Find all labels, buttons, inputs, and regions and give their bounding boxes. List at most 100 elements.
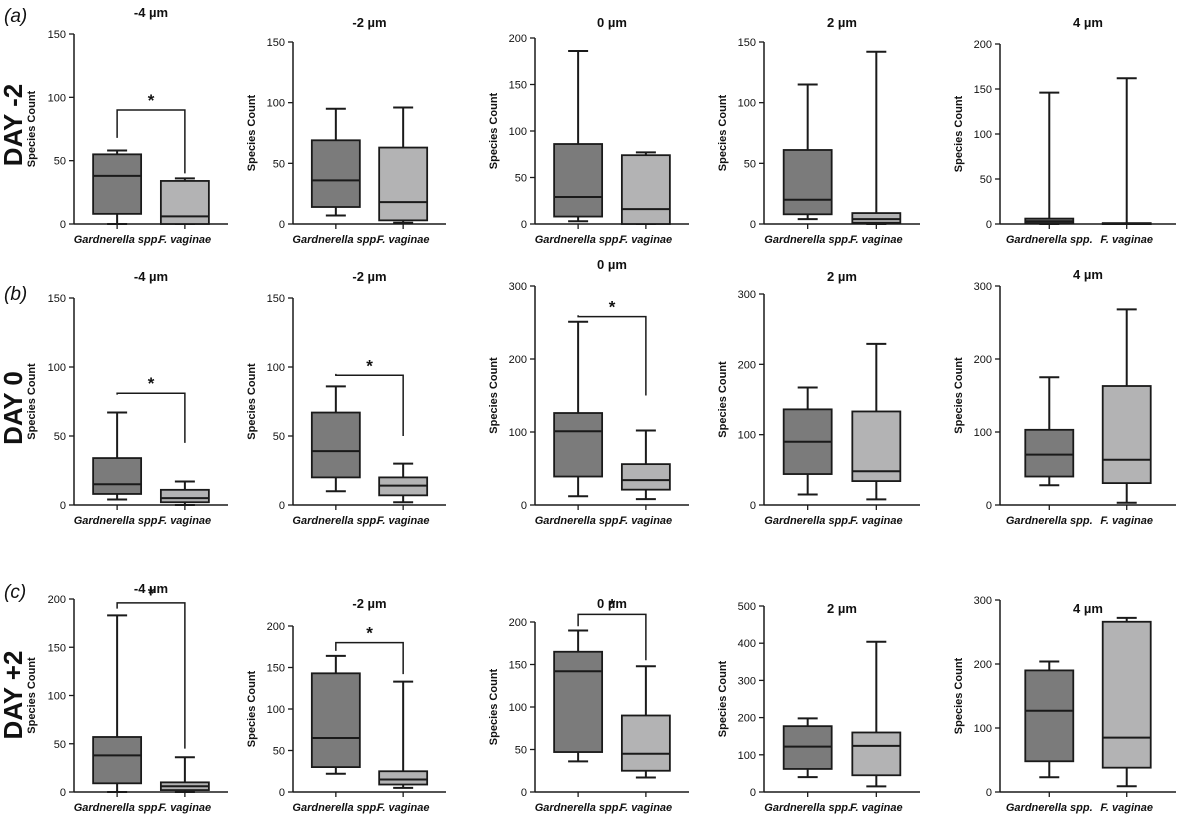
- y-tick-label: 100: [267, 98, 285, 110]
- box-gardnerella: [553, 629, 604, 763]
- iqr-box: [378, 146, 429, 222]
- y-tick-label: 150: [48, 642, 66, 654]
- chart-title: 4 µm: [1073, 601, 1103, 616]
- y-tick-label: 50: [515, 745, 527, 757]
- y-axis-label: Species Count: [26, 657, 38, 734]
- x-tick-label: F. vaginae: [620, 802, 673, 814]
- chart-panel-r0-c1: -2 µm 0 50 100 150 Species Count Gardnerella s…: [246, 15, 446, 246]
- y-tick-label: 50: [744, 158, 756, 170]
- y-tick-label: 100: [509, 126, 527, 138]
- box-fvaginae: [1101, 616, 1152, 788]
- chart-panel-r1-c4: 4 µm 0 100 200 300 Species Count Gardnerella s…: [953, 267, 1176, 527]
- chart-panel-r2-c4: 4 µm 0 100 200 300 Species Count Gardnerella s…: [953, 595, 1176, 814]
- iqr-box: [851, 410, 902, 482]
- significance-star: *: [148, 584, 155, 603]
- day-label-row-b: DAY 0: [0, 371, 28, 445]
- y-tick-label: 400: [738, 638, 756, 650]
- x-tick-label: Gardnerella spp.: [292, 234, 379, 246]
- iqr-box: [159, 488, 210, 504]
- x-tick-label: Gardnerella spp.: [764, 802, 851, 814]
- y-axis-label: Species Count: [246, 670, 258, 747]
- x-tick-label: F. vaginae: [1100, 802, 1153, 814]
- y-tick-label: 200: [509, 33, 527, 45]
- x-tick-label: F. vaginae: [850, 802, 903, 814]
- y-tick-label: 0: [750, 500, 756, 512]
- y-tick-label: 100: [974, 129, 992, 141]
- bracket-line: [577, 315, 647, 396]
- significance-star: *: [609, 595, 616, 614]
- y-tick-label: 100: [738, 750, 756, 762]
- box-fvaginae: [851, 640, 902, 788]
- svg-text:(a): (a): [4, 6, 27, 27]
- box-gardnerella: [1024, 660, 1075, 779]
- box-gardnerella: [92, 149, 143, 225]
- box-gardnerella: [310, 654, 361, 775]
- iqr-box: [159, 180, 210, 225]
- iqr-box: [620, 154, 671, 225]
- box-fvaginae: [1101, 77, 1152, 226]
- y-tick-label: 200: [974, 659, 992, 671]
- y-axis-label: Species Count: [26, 90, 38, 167]
- bracket-line: [116, 392, 186, 443]
- significance-bracket: *: [116, 91, 186, 174]
- box-gardnerella: [782, 83, 833, 221]
- box-fvaginae: [378, 462, 429, 504]
- y-tick-label: 0: [521, 500, 527, 512]
- chart-title: 0 µm: [597, 596, 627, 611]
- x-tick-label: F. vaginae: [159, 234, 212, 246]
- svg-text:(b): (b): [4, 284, 27, 305]
- significance-star: *: [148, 374, 155, 393]
- y-tick-label: 200: [509, 354, 527, 366]
- y-tick-label: 50: [273, 431, 285, 443]
- chart-panel-r2-c1: -2 µm 0 50 100 150 200 Species Count Gardnerell…: [246, 596, 446, 814]
- y-axis-label: Species Count: [26, 363, 38, 440]
- x-tick-label: F. vaginae: [377, 802, 430, 814]
- iqr-box: [553, 412, 604, 478]
- x-tick-label: F. vaginae: [1100, 515, 1153, 527]
- box-gardnerella: [1024, 91, 1075, 225]
- y-tick-label: 50: [54, 431, 66, 443]
- box-gardnerella: [553, 50, 604, 223]
- x-tick-label: Gardnerella spp.: [535, 234, 622, 246]
- significance-bracket: *: [335, 356, 404, 436]
- y-tick-label: 100: [48, 691, 66, 703]
- box-fvaginae: [159, 480, 210, 506]
- y-tick-label: 200: [974, 354, 992, 366]
- y-tick-label: 300: [738, 289, 756, 301]
- y-tick-label: 50: [273, 158, 285, 170]
- bracket-line: [577, 613, 647, 661]
- iqr-box: [1101, 620, 1152, 769]
- x-tick-label: Gardnerella spp.: [535, 802, 622, 814]
- y-axis-label: Species Count: [953, 357, 965, 434]
- y-tick-label: 0: [986, 219, 992, 231]
- bracket-line: [335, 373, 404, 436]
- box-fvaginae: [620, 151, 671, 225]
- chart-title: -4 µm: [134, 581, 168, 596]
- chart-title: 0 µm: [597, 257, 627, 272]
- chart-panel-r1-c3: 2 µm 0 100 200 300 Species Count Gardnerella s…: [717, 269, 920, 527]
- x-tick-label: Gardnerella spp.: [764, 234, 851, 246]
- chart-panel-r1-c2: 0 µm 0 100 200 300 Species Count Gardnerella s…: [488, 257, 689, 527]
- chart-title: 0 µm: [597, 15, 627, 30]
- x-tick-label: Gardnerella spp.: [74, 802, 161, 814]
- day-label-row-a: DAY -2: [0, 84, 28, 166]
- iqr-box: [851, 212, 902, 224]
- y-tick-label: 200: [738, 713, 756, 725]
- svg-text:(c): (c): [4, 582, 26, 603]
- x-tick-label: F. vaginae: [850, 234, 903, 246]
- y-tick-label: 0: [279, 787, 285, 799]
- y-tick-label: 0: [60, 787, 66, 799]
- y-tick-label: 150: [738, 37, 756, 49]
- x-tick-label: F. vaginae: [159, 802, 212, 814]
- x-tick-label: F. vaginae: [1100, 234, 1153, 246]
- y-tick-label: 150: [48, 293, 66, 305]
- iqr-box: [553, 143, 604, 218]
- iqr-box: [310, 411, 361, 479]
- iqr-box: [620, 714, 671, 772]
- iqr-box: [782, 149, 833, 216]
- y-tick-label: 100: [974, 723, 992, 735]
- y-tick-label: 0: [986, 500, 992, 512]
- box-fvaginae: [159, 177, 210, 225]
- y-tick-label: 300: [509, 281, 527, 293]
